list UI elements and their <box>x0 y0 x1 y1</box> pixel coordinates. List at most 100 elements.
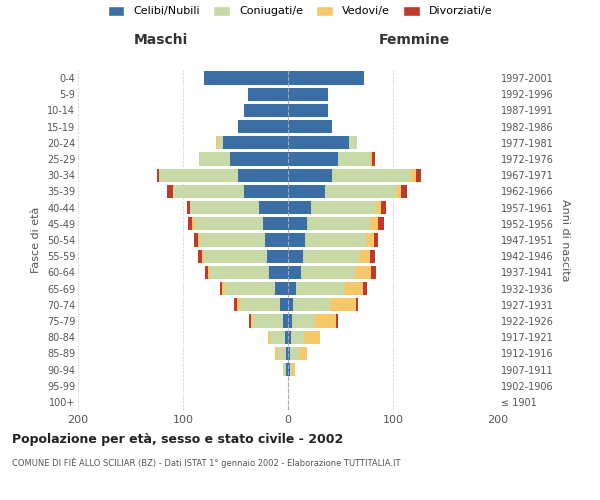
Bar <box>292 314 316 328</box>
Bar <box>288 185 325 198</box>
Bar <box>290 363 292 376</box>
Bar <box>416 168 421 182</box>
Bar <box>187 201 190 214</box>
Bar <box>288 266 301 279</box>
Bar <box>238 168 288 182</box>
Bar <box>379 217 383 230</box>
Bar <box>285 330 288 344</box>
Bar <box>288 168 332 182</box>
Bar <box>355 266 371 279</box>
Bar <box>236 298 240 312</box>
Bar <box>244 104 288 117</box>
Bar <box>204 250 267 263</box>
Text: Popolazione per età, sesso e stato civile - 2002: Popolazione per età, sesso e stato civil… <box>12 432 343 446</box>
Bar <box>299 346 307 360</box>
Bar <box>270 330 285 344</box>
Bar <box>288 314 292 328</box>
Bar <box>193 234 198 246</box>
Bar <box>288 298 293 312</box>
Bar <box>283 363 286 376</box>
Bar <box>249 314 251 328</box>
Bar <box>199 152 230 166</box>
Bar <box>344 282 362 295</box>
Bar <box>372 152 375 166</box>
Bar <box>288 120 332 134</box>
Bar <box>362 282 367 295</box>
Y-axis label: Fasce di età: Fasce di età <box>31 207 41 273</box>
Bar <box>288 152 338 166</box>
Bar <box>280 298 288 312</box>
Bar <box>218 136 223 149</box>
Bar <box>223 136 288 149</box>
Text: Femmine: Femmine <box>379 34 451 48</box>
Bar <box>248 88 288 101</box>
Bar <box>253 314 283 328</box>
Y-axis label: Anni di nascita: Anni di nascita <box>560 198 571 281</box>
Bar <box>286 363 288 376</box>
Bar <box>366 234 374 246</box>
Bar <box>288 346 290 360</box>
Bar <box>222 282 225 295</box>
Bar <box>293 298 330 312</box>
Bar <box>244 185 288 198</box>
Bar <box>268 330 270 344</box>
Bar <box>371 266 376 279</box>
Bar <box>275 346 277 360</box>
Bar <box>215 136 218 149</box>
Bar <box>194 217 263 230</box>
Bar <box>325 185 396 198</box>
Bar <box>208 266 210 279</box>
Bar <box>193 217 194 230</box>
Bar <box>401 185 407 198</box>
Bar <box>288 330 291 344</box>
Bar <box>374 234 379 246</box>
Bar <box>301 266 355 279</box>
Bar <box>259 201 288 214</box>
Bar <box>288 201 311 214</box>
Bar <box>382 201 386 214</box>
Bar <box>198 250 202 263</box>
Bar <box>157 168 159 182</box>
Bar <box>411 168 416 182</box>
Bar <box>370 250 375 263</box>
Bar <box>204 72 288 85</box>
Bar <box>235 298 236 312</box>
Bar <box>190 201 259 214</box>
Text: COMUNE DI FIÈ ALLO SCILIAR (BZ) - Dati ISTAT 1° gennaio 2002 - Elaborazione TUTT: COMUNE DI FIÈ ALLO SCILIAR (BZ) - Dati I… <box>12 458 401 468</box>
Legend: Celibi/Nubili, Coniugati/e, Vedovi/e, Divorziati/e: Celibi/Nubili, Coniugati/e, Vedovi/e, Di… <box>108 6 492 16</box>
Bar <box>202 250 204 263</box>
Bar <box>188 217 193 230</box>
Bar <box>349 136 358 149</box>
Bar <box>288 72 364 85</box>
Bar <box>330 298 356 312</box>
Text: Maschi: Maschi <box>134 34 188 48</box>
Bar <box>304 330 320 344</box>
Bar <box>356 298 358 312</box>
Bar <box>277 346 286 360</box>
Bar <box>198 234 200 246</box>
Bar <box>167 185 173 198</box>
Bar <box>172 185 244 198</box>
Bar <box>307 217 370 230</box>
Bar <box>263 217 288 230</box>
Bar <box>396 185 401 198</box>
Bar <box>332 168 411 182</box>
Bar <box>267 250 288 263</box>
Bar <box>288 104 328 117</box>
Bar <box>291 330 304 344</box>
Bar <box>205 266 208 279</box>
Bar <box>376 201 382 214</box>
Bar <box>296 282 344 295</box>
Bar <box>288 136 349 149</box>
Bar <box>303 250 359 263</box>
Bar <box>230 152 288 166</box>
Bar <box>159 168 238 182</box>
Bar <box>269 266 288 279</box>
Bar <box>211 266 269 279</box>
Bar <box>370 152 372 166</box>
Bar <box>286 346 288 360</box>
Bar <box>288 250 303 263</box>
Bar <box>225 282 275 295</box>
Bar <box>288 282 296 295</box>
Bar <box>200 234 265 246</box>
